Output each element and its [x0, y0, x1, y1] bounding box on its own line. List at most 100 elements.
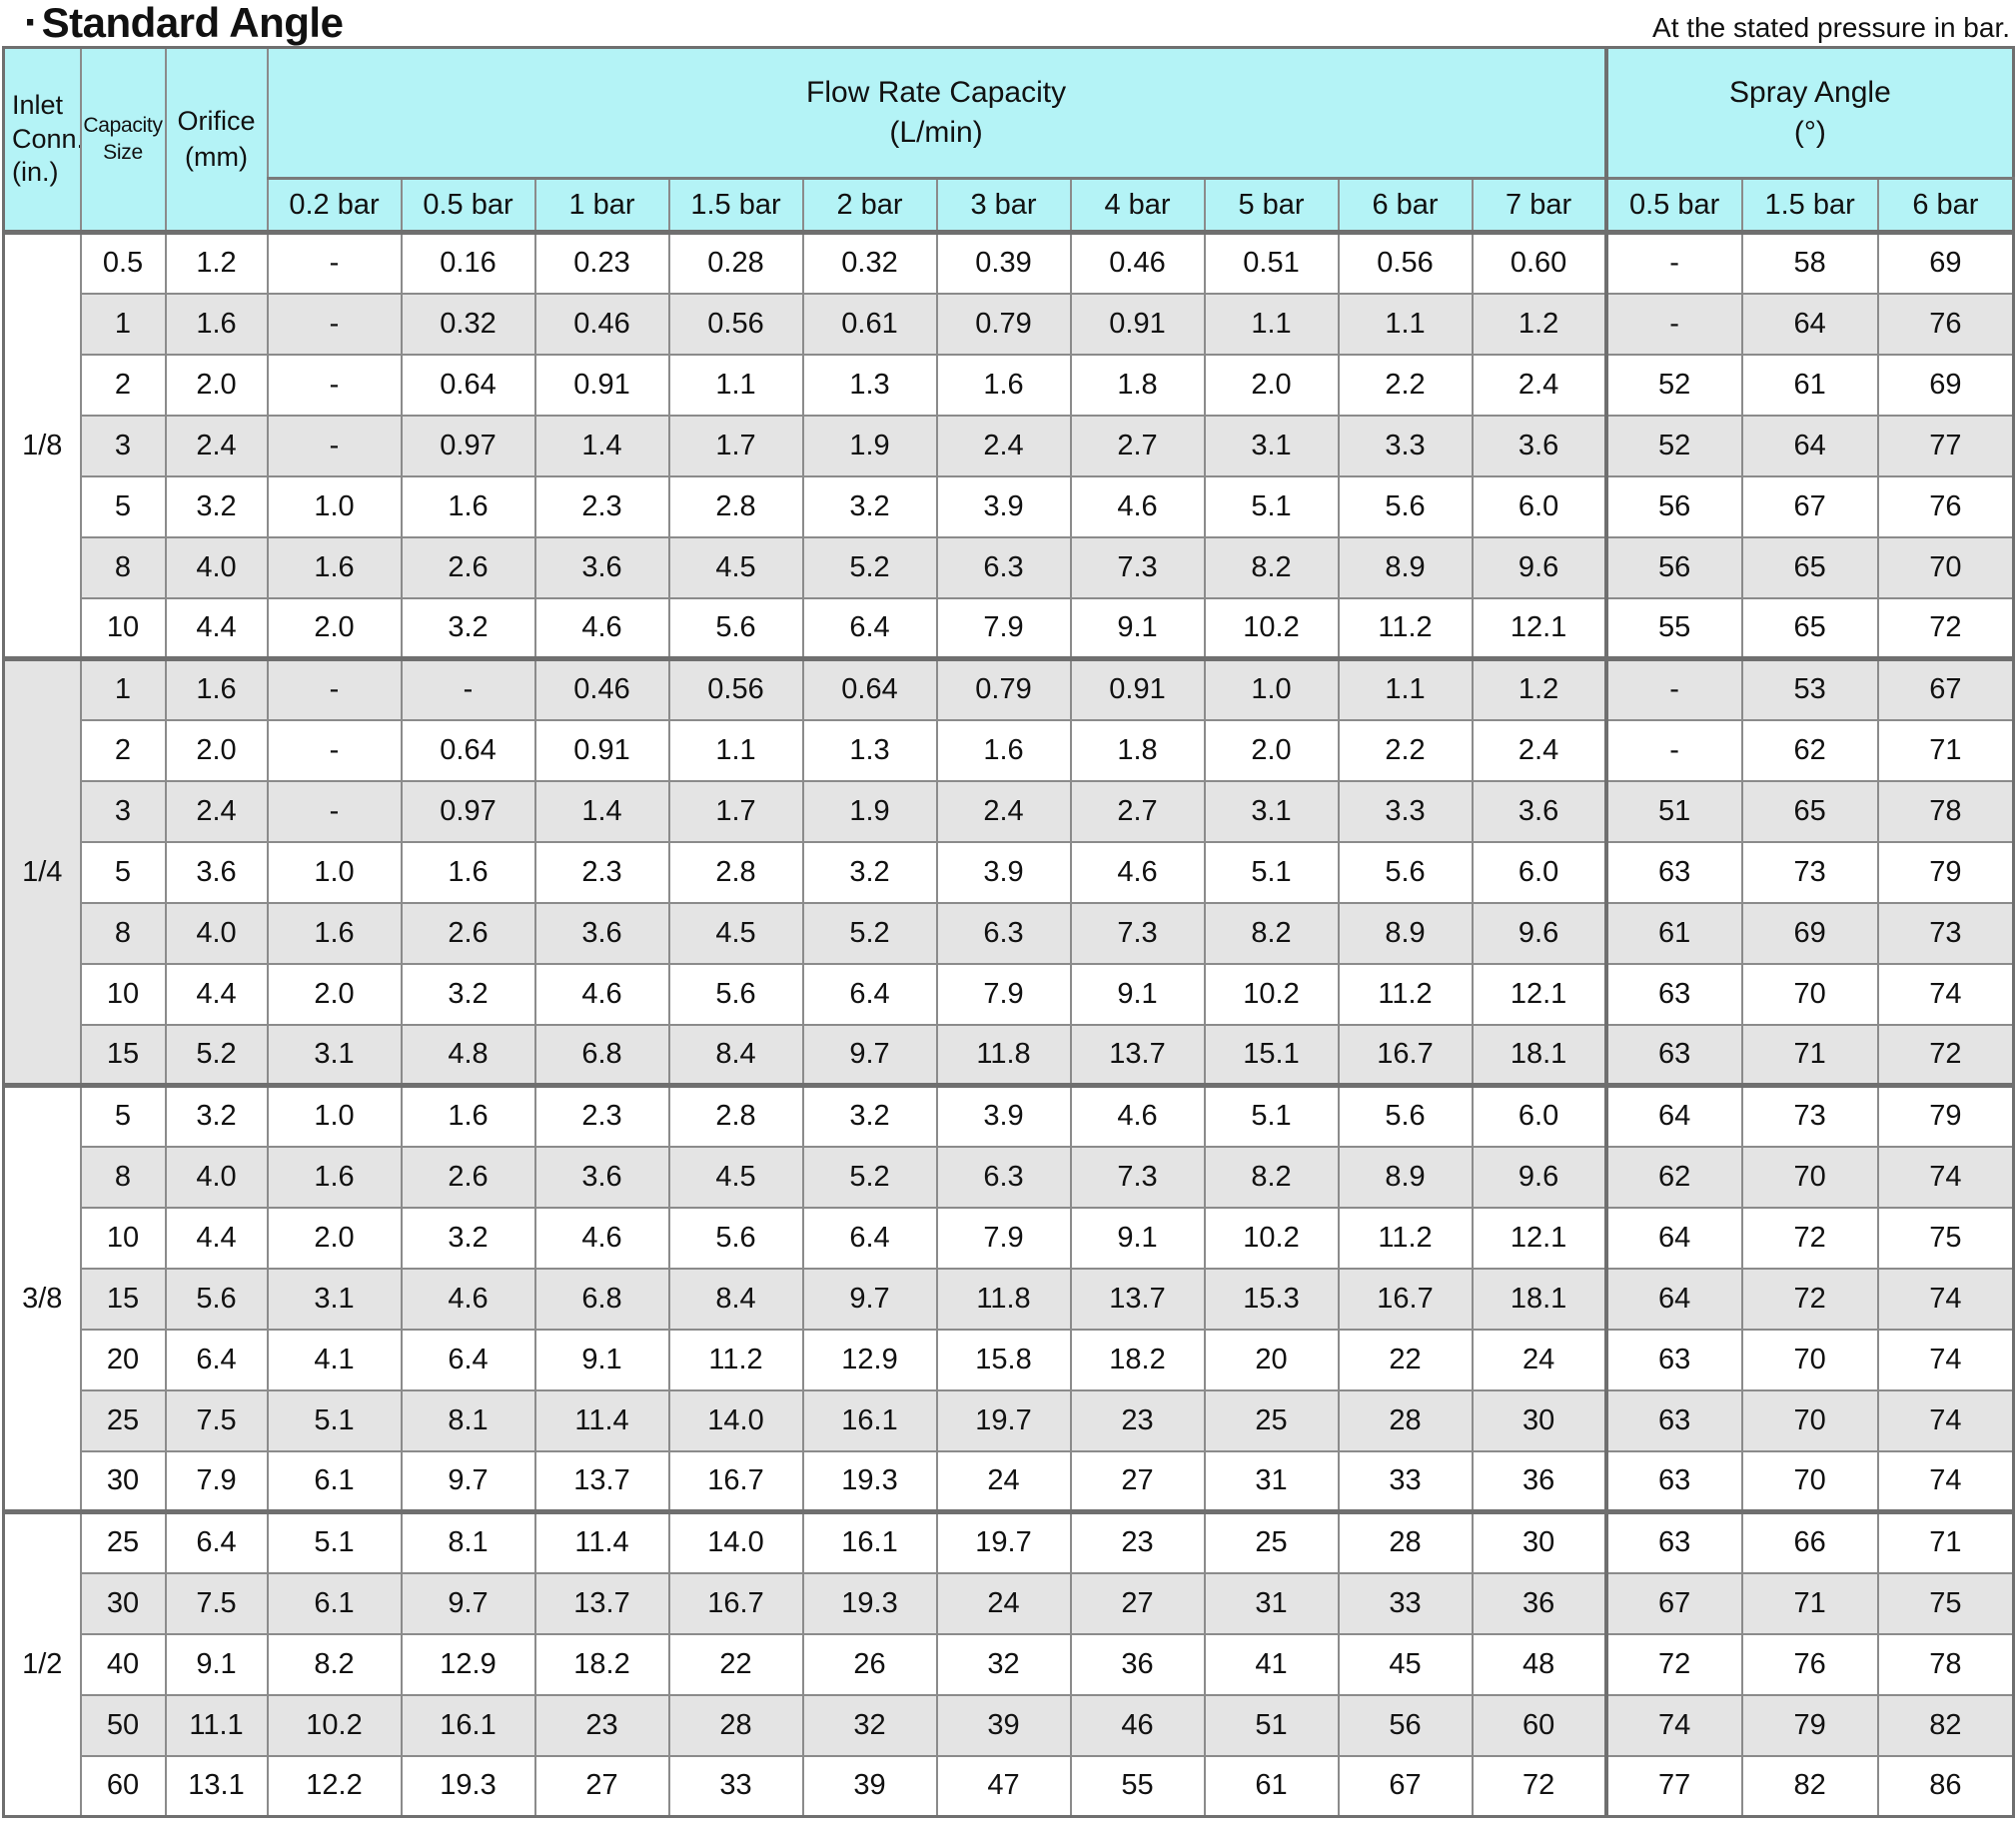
spray-angle-value: 56: [1603, 535, 1743, 599]
header-spray-1.5bar: 1.5 bar: [1740, 177, 1879, 234]
spray-angle-value: 72: [1876, 1023, 2015, 1087]
header-flow-0.5bar: 0.5 bar: [400, 177, 536, 234]
flow-rate-value: 12.1: [1471, 596, 1607, 660]
inlet-conn-value: 1/8: [2, 230, 82, 660]
flow-rate-value: 4.6: [533, 962, 670, 1026]
spray-angle-value: 73: [1740, 1083, 1879, 1148]
flow-rate-value: 4.6: [533, 1206, 670, 1270]
spray-angle-value: -: [1603, 718, 1743, 782]
flow-rate-value: 2.8: [667, 840, 804, 904]
flow-rate-value: 0.32: [400, 292, 536, 356]
table-row: 30 7.9 6.1 9.7 13.7 16.7 19.3 24 27 31 33 36 63 70 74: [4, 1449, 2015, 1513]
flow-rate-value: 6.1: [266, 1449, 403, 1513]
header-flow-rate-title: Flow Rate Capacity: [806, 75, 1067, 109]
capacity-size-value: 8: [79, 535, 167, 599]
flow-rate-value: 2.7: [1069, 414, 1206, 477]
flow-rate-value: 8.1: [400, 1388, 536, 1452]
flow-rate-value: 3.3: [1337, 779, 1474, 843]
flow-rate-value: 27: [1069, 1571, 1206, 1635]
flow-rate-value: 10.2: [1203, 962, 1340, 1026]
flow-rate-value: 19.3: [801, 1571, 938, 1635]
flow-rate-value: 16.7: [667, 1571, 804, 1635]
spray-angle-value: 69: [1740, 901, 1879, 965]
flow-rate-value: 5.1: [1203, 474, 1340, 538]
flow-rate-value: 0.91: [533, 353, 670, 417]
flow-rate-value: 1.2: [1471, 656, 1607, 721]
orifice-value: 11.1: [164, 1693, 269, 1757]
flow-rate-value: 3.1: [266, 1267, 403, 1331]
flow-rate-value: 1.0: [266, 1083, 403, 1148]
flow-rate-value: 7.9: [935, 962, 1072, 1026]
title-bullet-icon: ·: [24, 0, 39, 47]
table-row: 10 4.4 2.0 3.2 4.6 5.6 6.4 7.9 9.1 10.2 11.2 12.1 64…: [4, 1206, 2015, 1270]
flow-rate-value: 3.1: [266, 1023, 403, 1087]
flow-rate-value: 2.2: [1337, 718, 1474, 782]
flow-rate-value: 9.7: [400, 1571, 536, 1635]
flow-rate-value: 11.2: [1337, 1206, 1474, 1270]
flow-rate-value: 0.39: [935, 230, 1072, 295]
table-row: 5 3.6 1.0 1.6 2.3 2.8 3.2 3.9 4.6 5.1 5.6 6.0 63 73 79: [4, 840, 2015, 904]
table-row: 8 4.0 1.6 2.6 3.6 4.5 5.2 6.3 7.3 8.2 8.9 9.6 62 70 74: [4, 1145, 2015, 1209]
page-title: Standard Angle: [41, 0, 344, 46]
flow-rate-value: 39: [935, 1693, 1072, 1757]
flow-rate-value: 1.0: [266, 474, 403, 538]
flow-rate-value: 4.6: [1069, 840, 1206, 904]
capacity-size-value: 2: [79, 353, 167, 417]
flow-rate-value: 11.8: [935, 1267, 1072, 1331]
inlet-conn-value: 3/8: [2, 1083, 82, 1513]
inlet-conn-value: 1/2: [2, 1509, 82, 1818]
spray-angle-value: 77: [1603, 1754, 1743, 1818]
spray-angle-value: 79: [1876, 1083, 2015, 1148]
flow-rate-value: 33: [1337, 1571, 1474, 1635]
flow-rate-value: 1.6: [266, 1145, 403, 1209]
flow-rate-value: 0.91: [533, 718, 670, 782]
flow-rate-value: 24: [935, 1571, 1072, 1635]
table-row: 1 1.6-0.32 0.46 0.56 0.61 0.79 0.91 1.1 1.1 1.2-6…: [4, 292, 2015, 356]
flow-rate-value: 1.1: [667, 718, 804, 782]
capacity-size-value: 3: [79, 414, 167, 477]
table-row: 1/2 25 6.4 5.1 8.1 11.4 14.0 16.1 19.7 23 25 28 30 63…: [2, 1509, 2015, 1818]
table-row: 8 4.0 1.6 2.6 3.6 4.5 5.2 6.3 7.3 8.2 8.9 9.6 61 69 73: [4, 901, 2015, 965]
flow-rate-value: 11.4: [533, 1509, 670, 1574]
capacity-size-value: 25: [79, 1509, 167, 1574]
flow-rate-value: 2.4: [1471, 353, 1607, 417]
header-flow-0.2bar: 0.2 bar: [266, 177, 403, 234]
header-orifice: Orifice (mm): [164, 46, 269, 234]
flow-rate-value: 61: [1203, 1754, 1340, 1818]
flow-rate-value: 6.8: [533, 1267, 670, 1331]
spray-angle-value: 52: [1603, 353, 1743, 417]
flow-rate-value: -: [266, 656, 403, 721]
spray-angle-value: 72: [1740, 1267, 1879, 1331]
capacity-size-value: 5: [79, 1083, 167, 1148]
flow-rate-value: 4.5: [667, 901, 804, 965]
flow-rate-value: 8.4: [667, 1023, 804, 1087]
flow-rate-value: 47: [935, 1754, 1072, 1818]
flow-rate-value: 2.2: [1337, 353, 1474, 417]
pressure-note: At the stated pressure in bar.: [1652, 12, 2010, 43]
flow-rate-value: 25: [1203, 1509, 1340, 1574]
spray-angle-value: 78: [1876, 1632, 2015, 1696]
flow-rate-value: 2.3: [533, 474, 670, 538]
flow-rate-value: 3.9: [935, 1083, 1072, 1148]
flow-rate-value: 4.5: [667, 535, 804, 599]
flow-rate-value: 9.1: [1069, 1206, 1206, 1270]
flow-rate-value: 8.9: [1337, 535, 1474, 599]
spray-angle-value: 64: [1603, 1206, 1743, 1270]
flow-rate-value: 3.2: [801, 840, 938, 904]
flow-rate-value: 13.7: [533, 1449, 670, 1513]
flow-rate-value: 3.2: [801, 474, 938, 538]
flow-rate-value: 12.2: [266, 1754, 403, 1818]
flow-rate-value: 9.6: [1471, 901, 1607, 965]
flow-rate-value: 10.2: [266, 1693, 403, 1757]
flow-rate-value: 6.4: [801, 962, 938, 1026]
flow-rate-value: 3.2: [801, 1083, 938, 1148]
flow-rate-value: 8.2: [1203, 901, 1340, 965]
flow-rate-value: 2.3: [533, 1083, 670, 1148]
flow-rate-value: 1.1: [1203, 292, 1340, 356]
flow-rate-value: 0.61: [801, 292, 938, 356]
table-row: 2 2.0-0.64 0.91 1.1 1.3 1.6 1.8 2.0 2.2 2.4 52 61 69: [4, 353, 2015, 417]
spray-angle-value: 63: [1603, 1023, 1743, 1087]
table-row: 2 2.0-0.64 0.91 1.1 1.3 1.6 1.8 2.0 2.2 2.4-62 71: [4, 718, 2015, 782]
header-flow-rate-group: Flow Rate Capacity (L/min): [266, 46, 1607, 180]
flow-rate-value: 0.64: [400, 353, 536, 417]
